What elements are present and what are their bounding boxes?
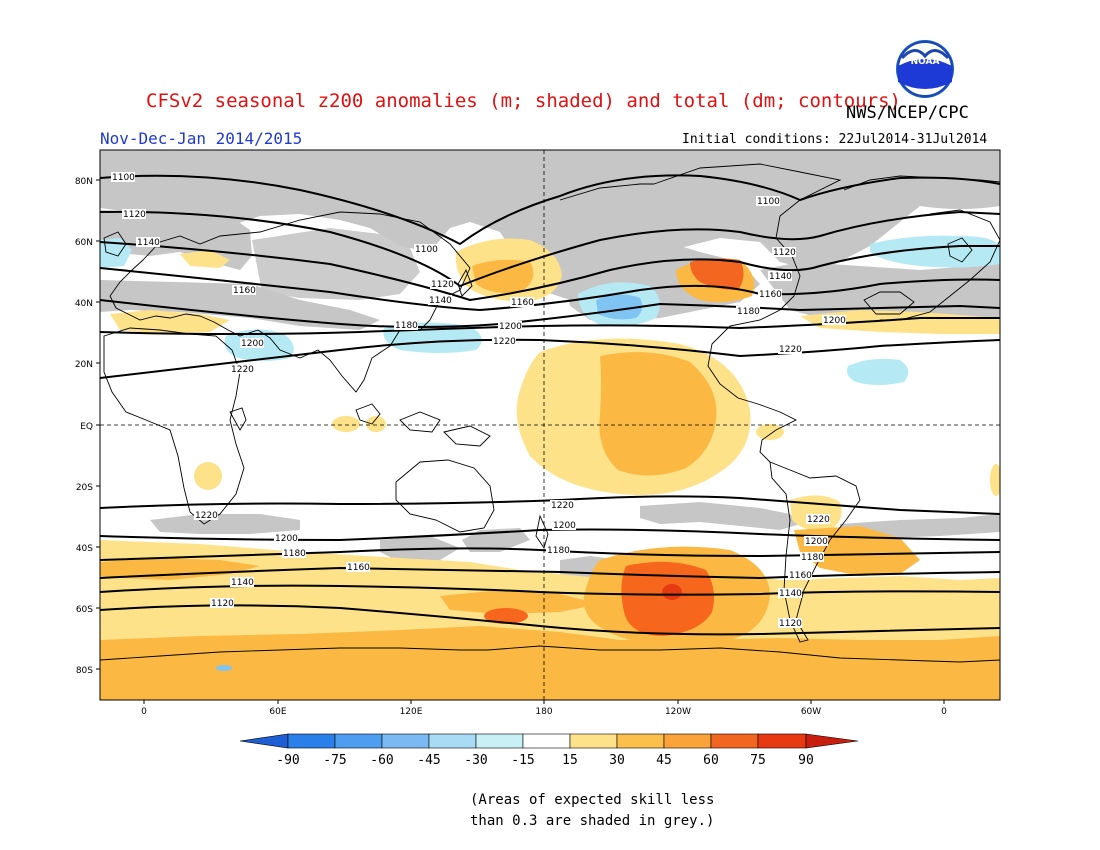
lon-label: 0 xyxy=(141,707,147,717)
positive-anomaly-shading xyxy=(100,238,1000,700)
reference-lines xyxy=(100,150,1000,700)
map-title: CFSv2 seasonal z200 anomalies (m; shaded… xyxy=(146,90,901,112)
contour-label: 1220 xyxy=(493,337,516,347)
contour-label: 1200 xyxy=(241,339,264,349)
map-panel xyxy=(100,150,1000,700)
contour-label: 1100 xyxy=(112,173,135,183)
contour-label: 1220 xyxy=(551,501,574,511)
colorbar-swatch xyxy=(616,733,665,749)
colorbar-swatch xyxy=(757,733,807,749)
contour-label: 1220 xyxy=(195,511,218,521)
colorbar-swatch xyxy=(710,733,759,749)
skill-note: (Areas of expected skill less than 0.3 a… xyxy=(470,790,714,832)
height-contours xyxy=(100,174,1000,636)
colorbar-swatch xyxy=(569,733,618,749)
contour-label: 1220 xyxy=(231,365,254,375)
logo-text: NOAA xyxy=(911,57,940,67)
colorbar-label: -45 xyxy=(417,753,440,768)
contour-label: 1100 xyxy=(415,245,438,255)
colorbar-label: -30 xyxy=(464,753,487,768)
contour-label: 1200 xyxy=(553,521,576,531)
contour-label: 1140 xyxy=(429,296,452,306)
colorbar-label: -75 xyxy=(323,753,346,768)
contour-label: 1220 xyxy=(779,345,802,355)
contour-label: 1140 xyxy=(137,238,160,248)
season-label: Nov-Dec-Jan 2014/2015 xyxy=(100,129,303,148)
contour-label: 1200 xyxy=(823,316,846,326)
colorbar-label: -15 xyxy=(511,753,534,768)
lat-label: 20S xyxy=(76,483,93,493)
contour-label: 1180 xyxy=(547,546,570,556)
contour-label: 1120 xyxy=(123,210,146,220)
contour-label: 1220 xyxy=(807,515,830,525)
contour-label: 1140 xyxy=(769,272,792,282)
colorbar-swatch xyxy=(428,733,477,749)
colorbar-swatch xyxy=(239,733,289,749)
lat-label: 20N xyxy=(75,360,93,370)
colorbar-swatch xyxy=(522,733,571,749)
lon-label: 120E xyxy=(400,707,423,717)
colorbar-label: 15 xyxy=(562,753,578,768)
colorbar-swatch xyxy=(381,733,430,749)
contour-label: 1180 xyxy=(283,549,306,559)
colorbar-label: 75 xyxy=(750,753,766,768)
lat-label: 60S xyxy=(76,605,93,615)
colorbar-label: 90 xyxy=(798,753,814,768)
initial-conditions-label: Initial conditions: 22Jul2014-31Jul2014 xyxy=(682,132,988,147)
contour-label: 1180 xyxy=(395,321,418,331)
coastlines xyxy=(100,163,1000,663)
contour-label: 1120 xyxy=(773,248,796,258)
contour-label: 1160 xyxy=(233,286,256,296)
colorbar-label: 60 xyxy=(703,753,719,768)
skill-note-line: (Areas of expected skill less xyxy=(470,792,715,808)
colorbar-swatch xyxy=(334,733,383,749)
colorbar-label: 30 xyxy=(609,753,625,768)
contour-label: 1120 xyxy=(779,619,802,629)
lat-label: 80S xyxy=(76,666,93,676)
lon-label: 60E xyxy=(269,707,286,717)
noaa-logo: NOAA xyxy=(896,40,954,98)
lat-label: 40N xyxy=(75,299,93,309)
lat-label: 40S xyxy=(76,544,93,554)
colorbar-swatch xyxy=(663,733,712,749)
colorbar-label: -90 xyxy=(276,753,299,768)
contour-label: 1100 xyxy=(757,197,780,207)
latitude-axis: 80N 60N 40N 20N EQ 20S 40S 60S 80S xyxy=(75,177,100,676)
longitude-axis: 0 60E 120E 180 120W 60W 0 xyxy=(141,700,947,717)
colorbar-swatch xyxy=(475,733,524,749)
colorbar-label: 45 xyxy=(656,753,672,768)
contour-label: 1120 xyxy=(211,599,234,609)
lon-label: 120W xyxy=(665,707,691,717)
lat-label: 80N xyxy=(75,177,93,187)
lon-label: 180 xyxy=(535,707,552,717)
colorbar-swatch xyxy=(287,733,336,749)
contour-label: 1140 xyxy=(779,589,802,599)
agency-label: NWS/NCEP/CPC xyxy=(846,103,969,123)
lat-label: 60N xyxy=(75,238,93,248)
contour-label: 1180 xyxy=(737,307,760,317)
contour-label: 1120 xyxy=(431,280,454,290)
lat-label: EQ xyxy=(80,422,93,432)
contour-labels: 1100 1120 1140 1160 1200 1220 1100 1120 … xyxy=(111,172,846,629)
contour-label: 1200 xyxy=(499,322,522,332)
skill-note-line: than 0.3 are shaded in grey.) xyxy=(470,813,715,829)
colorbar: -90 -75 -60 -45 -30 -15 15 30 45 60 75 9… xyxy=(239,733,859,768)
colorbar-label: -60 xyxy=(370,753,393,768)
colorbar-swatch xyxy=(805,733,859,749)
contour-label: 1200 xyxy=(805,537,828,547)
contour-label: 1140 xyxy=(231,578,254,588)
contour-label: 1160 xyxy=(511,298,534,308)
contour-label: 1160 xyxy=(347,563,370,573)
lon-label: 0 xyxy=(941,707,947,717)
contour-label: 1160 xyxy=(759,290,782,300)
contour-label: 1200 xyxy=(275,534,298,544)
contour-label: 1160 xyxy=(789,571,812,581)
contour-label: 1180 xyxy=(801,553,824,563)
lon-label: 60W xyxy=(801,707,821,717)
